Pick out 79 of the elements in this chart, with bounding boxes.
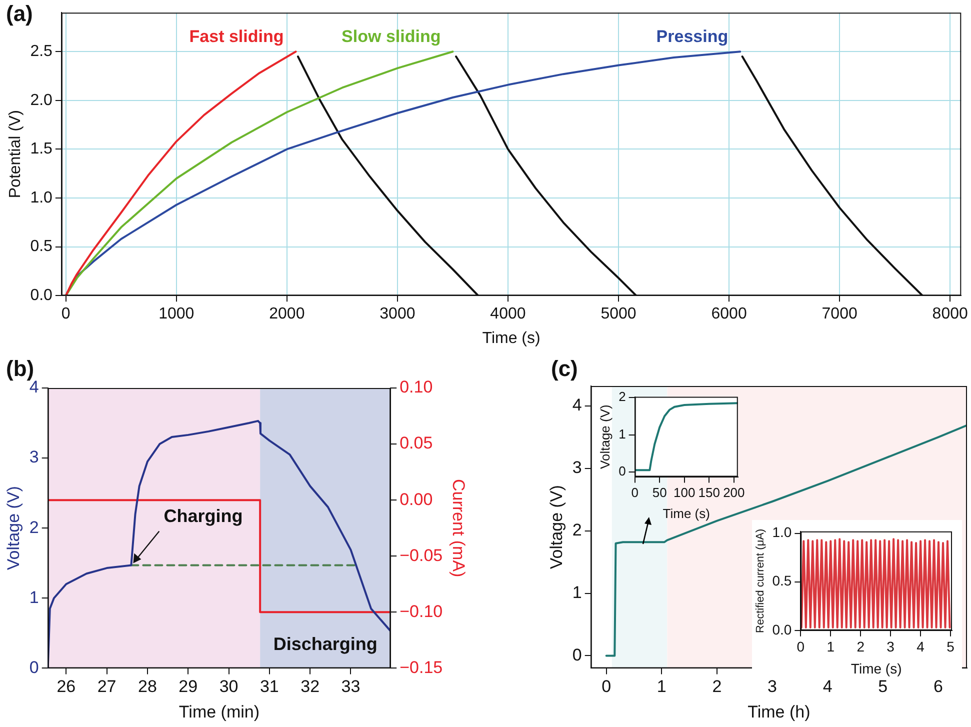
x-tick-label: 33 bbox=[341, 677, 360, 696]
y-tick-label: 1.0 bbox=[772, 524, 792, 540]
y-tick-label: 0.5 bbox=[772, 572, 792, 589]
y2-tick-label: −0.10 bbox=[400, 602, 443, 621]
x-tick-label: 4000 bbox=[490, 306, 526, 323]
chart-title: (a) bbox=[6, 1, 33, 26]
y-tick-label: 4 bbox=[572, 396, 582, 415]
x-tick-label: 6000 bbox=[711, 306, 747, 323]
x-tick-label: 8000 bbox=[932, 306, 968, 323]
x-tick-label: 3000 bbox=[380, 306, 416, 323]
y-axis-title: Rectified current (μA) bbox=[754, 528, 767, 633]
x-tick-label: 1 bbox=[656, 677, 666, 696]
band-label: Discharging bbox=[273, 634, 378, 654]
y-tick-label: 1 bbox=[572, 582, 582, 602]
x-axis-title: Time (s) bbox=[482, 330, 540, 347]
y-axis-title: Voltage (V) bbox=[4, 486, 23, 570]
x-tick-label: 0 bbox=[61, 306, 70, 323]
x-tick-label: 0 bbox=[602, 677, 612, 696]
y-axis-title: Potential (V) bbox=[7, 110, 24, 198]
x-tick-label: 50 bbox=[652, 485, 667, 500]
y-tick-label: 1 bbox=[29, 588, 39, 607]
x-tick-label: 2 bbox=[856, 638, 865, 655]
x-tick-label: 5000 bbox=[600, 306, 636, 323]
y-tick-label: 2 bbox=[572, 520, 582, 540]
y2-tick-label: 0.10 bbox=[400, 378, 433, 397]
x-tick-label: 31 bbox=[260, 677, 279, 696]
x-tick-label: 0 bbox=[631, 485, 638, 500]
y2-tick-label: −0.15 bbox=[400, 658, 443, 677]
x-tick-label: 3 bbox=[886, 638, 895, 655]
x-tick-label: 5 bbox=[946, 638, 955, 655]
x-tick-label: 2 bbox=[712, 677, 722, 696]
x-tick-label: 4 bbox=[916, 638, 925, 655]
series-label: Slow sliding bbox=[342, 26, 441, 46]
y2-tick-label: 0.05 bbox=[400, 434, 433, 453]
x-tick-label: 0 bbox=[796, 638, 805, 655]
y-tick-label: 2.5 bbox=[30, 43, 53, 60]
y-axis-title: Voltage (V) bbox=[546, 485, 566, 570]
y-tick-label: 3 bbox=[572, 458, 582, 478]
x-tick-label: 5 bbox=[878, 677, 888, 696]
y-axis-title: Voltage (V) bbox=[597, 404, 612, 469]
y-tick-label: 0.0 bbox=[772, 621, 792, 638]
y-tick-label: 0 bbox=[29, 658, 39, 677]
y-tick-label: 1.0 bbox=[30, 189, 53, 206]
x-tick-label: 7000 bbox=[822, 306, 858, 323]
y-tick-label: 2 bbox=[29, 518, 39, 537]
x-axis-title: Time (s) bbox=[850, 660, 902, 676]
x-axis-title: Time (h) bbox=[748, 702, 810, 722]
x-tick-label: 28 bbox=[138, 677, 157, 696]
y-tick-label: 0 bbox=[618, 464, 626, 479]
x-tick-label: 32 bbox=[300, 677, 320, 696]
x-tick-label: 150 bbox=[698, 485, 720, 500]
x-tick-label: 6 bbox=[934, 677, 943, 696]
x-tick-label: 4 bbox=[822, 677, 832, 696]
y2-tick-label: 0.00 bbox=[400, 490, 433, 509]
series-label: Pressing bbox=[656, 26, 728, 46]
y-tick-label: 1.5 bbox=[30, 140, 53, 158]
y-tick-label: 0.5 bbox=[30, 238, 53, 256]
y-tick-label: 2 bbox=[618, 389, 626, 404]
y2-tick-label: −0.05 bbox=[400, 546, 443, 565]
y2-axis-title: Current (mA) bbox=[449, 478, 468, 578]
x-tick-label: 200 bbox=[723, 485, 745, 500]
x-tick-label: 29 bbox=[178, 677, 198, 696]
x-tick-label: 27 bbox=[97, 677, 116, 696]
x-tick-label: 1000 bbox=[158, 306, 194, 323]
x-tick-label: 30 bbox=[219, 677, 238, 696]
x-axis-title: Time (s) bbox=[662, 506, 710, 521]
series-label: Fast sliding bbox=[189, 26, 284, 46]
y-tick-label: 1 bbox=[618, 426, 626, 442]
y-tick-label: 3 bbox=[29, 448, 39, 467]
y-tick-label: 2.0 bbox=[30, 92, 53, 109]
chart-title: (b) bbox=[6, 356, 34, 382]
annotation: Charging bbox=[164, 506, 243, 526]
x-tick-label: 2000 bbox=[269, 306, 305, 323]
x-tick-label: 26 bbox=[56, 677, 76, 696]
x-axis-title: Time (min) bbox=[178, 702, 260, 722]
x-tick-label: 100 bbox=[674, 485, 696, 500]
y-tick-label: 0.0 bbox=[30, 287, 53, 304]
chart-title: (c) bbox=[551, 356, 578, 382]
x-tick-label: 1 bbox=[826, 638, 835, 655]
